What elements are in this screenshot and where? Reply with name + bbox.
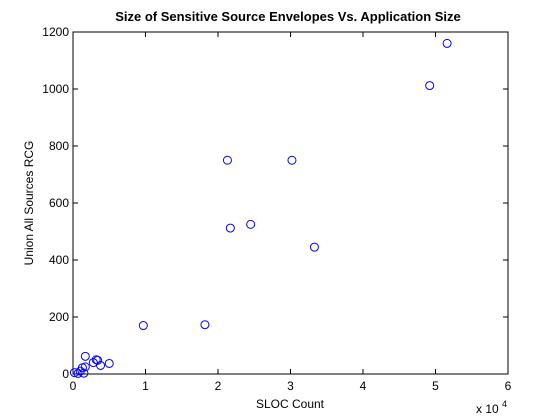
data-point bbox=[222, 155, 232, 165]
y-tick-label: 1200 bbox=[42, 25, 69, 39]
x-tick-label: 1 bbox=[142, 379, 149, 393]
data-point bbox=[96, 360, 106, 370]
x-tick-label: 6 bbox=[505, 379, 512, 393]
x-tick-label: 4 bbox=[360, 379, 367, 393]
y-tick-label: 600 bbox=[49, 196, 69, 210]
data-point bbox=[73, 368, 83, 378]
x-tick-label: 2 bbox=[215, 379, 222, 393]
plot-area bbox=[72, 31, 509, 375]
y-tick-label: 400 bbox=[49, 253, 69, 267]
data-point bbox=[225, 223, 235, 233]
data-point bbox=[93, 355, 103, 365]
data-point bbox=[80, 362, 90, 372]
data-point bbox=[69, 368, 79, 378]
data-point bbox=[309, 242, 319, 252]
x-axis-multiplier-exponent: 4 bbox=[502, 399, 507, 409]
data-point bbox=[79, 368, 89, 378]
y-tick-label: 200 bbox=[49, 310, 69, 324]
y-tick-label: 1000 bbox=[42, 82, 69, 96]
data-point bbox=[104, 358, 114, 368]
x-tick-label: 0 bbox=[70, 379, 77, 393]
x-tick-label: 5 bbox=[432, 379, 439, 393]
data-points bbox=[69, 38, 452, 378]
x-axis-multiplier-base: x 10 bbox=[476, 402, 499, 416]
chart-title: Size of Sensitive Source Envelopes Vs. A… bbox=[115, 9, 461, 24]
data-point bbox=[138, 321, 148, 331]
data-point bbox=[246, 219, 256, 229]
axis-ticks: 0 1 2 3 4 5 6 0 200 400 600 800 1000 1200 bbox=[42, 25, 511, 393]
data-point bbox=[442, 38, 452, 48]
data-point bbox=[425, 81, 435, 91]
x-tick-label: 3 bbox=[287, 379, 294, 393]
y-tick-label: 0 bbox=[62, 367, 69, 381]
data-point bbox=[80, 351, 90, 361]
data-point bbox=[200, 320, 210, 330]
y-axis-label: Union All Sources RCG bbox=[22, 141, 36, 266]
x-axis-multiplier: x 10 4 bbox=[476, 399, 507, 416]
y-tick-label: 800 bbox=[49, 139, 69, 153]
x-axis-label: SLOC Count bbox=[256, 397, 325, 411]
data-point bbox=[287, 155, 297, 165]
